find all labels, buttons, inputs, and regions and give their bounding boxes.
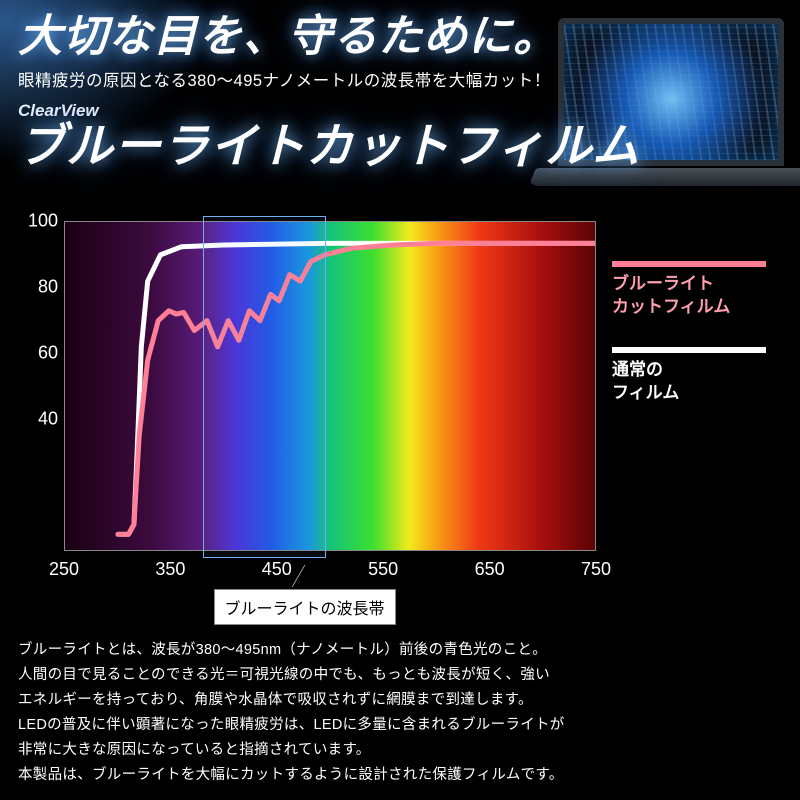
line-layer [65,222,595,551]
body-line: ブルーライトとは、波長が380～495nm（ナノメートル）前後の青色光のこと。 [18,638,782,663]
y-tick: 100 [28,211,58,232]
spectrum-chart: 406080100 250350450550650750 ブルーライトカットフィ… [14,221,786,641]
legend-label: ブルーライトカットフィルム [612,273,788,319]
legend-item-bluelight-cut: ブルーライトカットフィルム [612,261,788,319]
body-line: 人間の目で見ることのできる光＝可視光線の中でも、もっとも波長が短く、強い [18,663,782,688]
highlight-caption: ブルーライトの波長帯 [214,589,396,625]
y-axis: 406080100 [14,221,64,551]
x-tick: 650 [475,559,505,580]
legend-swatch [612,347,766,353]
legend-item-normal: 通常のフィルム [612,347,788,405]
y-tick: 80 [38,277,58,298]
y-tick: 60 [38,343,58,364]
headline: 大切な目を、守るために。 [18,12,782,61]
x-tick: 750 [581,559,611,580]
x-tick: 350 [155,559,185,580]
body-line: LEDの普及に伴い顕著になった眼精疲労は、LEDに多量に含まれるブルーライトが [18,713,782,738]
x-axis: 250350450550650750 [64,551,596,585]
highlight-range [203,216,325,558]
legend-label: 通常のフィルム [612,359,788,405]
body-line: 非常に大きな原因になっていると指摘されています。 [18,738,782,763]
x-tick: 250 [49,559,79,580]
x-tick: 450 [262,559,292,580]
sub-headline: 眼精疲労の原因となる380～495ナノメートルの波長帯を大幅カット！ [18,67,782,91]
body-line: エネルギーを持っており、角膜や水晶体で吸収されずに網膜まで到達します。 [18,688,782,713]
plot-area [64,221,596,551]
series-bluelight-cut [118,243,595,534]
series-normal [118,243,595,534]
product-title: ブルーライトカットフィルム [18,121,782,172]
y-tick: 40 [38,409,58,430]
header: 大切な目を、守るために。 眼精疲労の原因となる380～495ナノメートルの波長帯… [0,0,800,215]
legend-swatch [612,261,766,267]
legend: ブルーライトカットフィルム通常のフィルム [612,261,788,433]
x-tick: 550 [368,559,398,580]
body-text: ブルーライトとは、波長が380～495nm（ナノメートル）前後の青色光のこと。人… [18,638,782,788]
body-line: 本製品は、ブルーライトを大幅にカットするように設計された保護フィルムです。 [18,763,782,788]
